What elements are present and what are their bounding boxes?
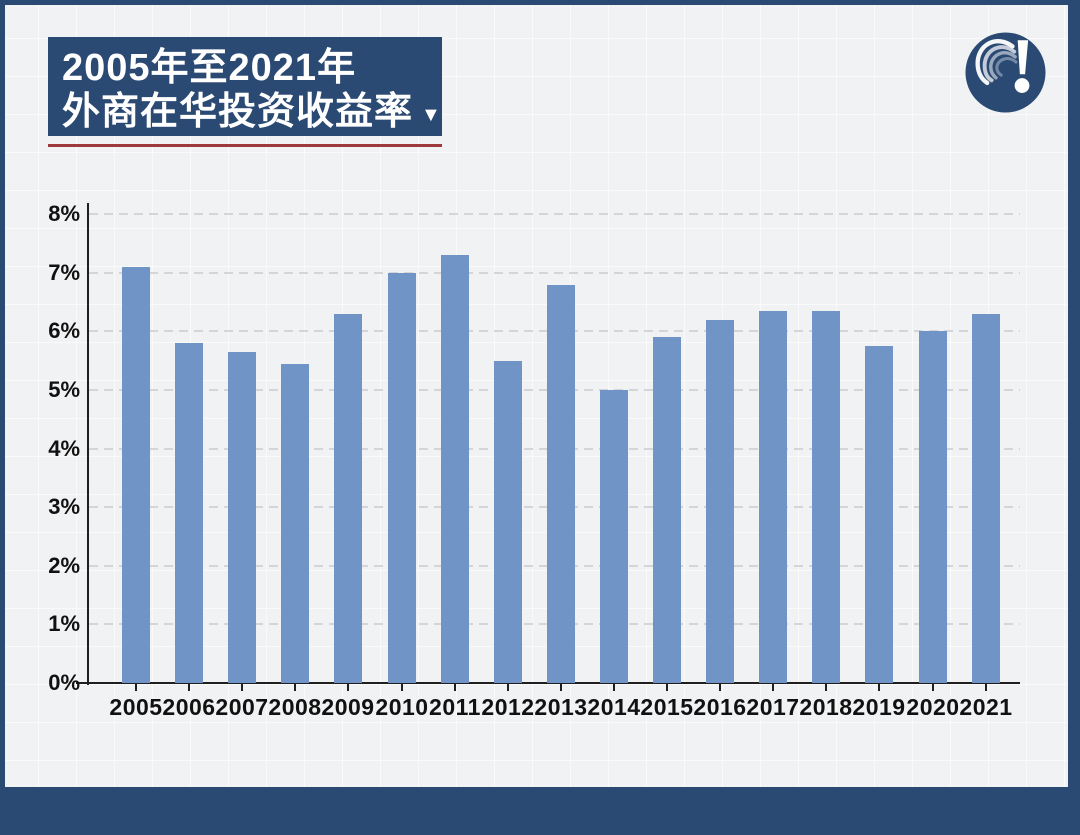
x-tick: [188, 684, 190, 691]
x-tick: [613, 684, 615, 691]
bar-2018: [812, 310, 840, 683]
bar-2007: [228, 351, 256, 683]
y-tick-label: 4%: [48, 435, 80, 461]
x-tick: [507, 684, 509, 691]
bar-2013: [547, 284, 575, 683]
bar-2017: [759, 310, 787, 683]
x-tick-label: 2018: [799, 694, 853, 720]
chart-title-box: 2005年至2021年 外商在华投资收益率 ▼: [48, 37, 442, 136]
bar-2012: [494, 360, 522, 683]
chart-title-line1: 2005年至2021年: [62, 47, 357, 89]
x-tick: [135, 684, 137, 691]
bar-2015: [653, 337, 681, 683]
x-tick-label: 2009: [321, 694, 375, 720]
frame-border-left: [0, 0, 5, 835]
x-tick: [878, 684, 880, 691]
title-underline: [48, 144, 442, 147]
x-tick-label: 2006: [162, 694, 216, 720]
bar-2019: [865, 346, 893, 683]
brand-logo-icon: [965, 32, 1046, 113]
x-tick: [772, 684, 774, 691]
gridline-8%: [89, 213, 1020, 216]
x-tick: [825, 684, 827, 691]
x-tick-label: 2012: [481, 694, 535, 720]
x-tick: [241, 684, 243, 691]
x-tick: [932, 684, 934, 691]
x-tick-label: 2020: [906, 694, 960, 720]
chart-title-line2: 外商在华投资收益率 ▼: [62, 91, 441, 133]
x-tick: [401, 684, 403, 691]
x-tick-label: 2016: [693, 694, 747, 720]
y-tick-label: 2%: [48, 552, 80, 578]
y-tick-label: 7%: [48, 259, 80, 285]
x-tick-label: 2010: [375, 694, 429, 720]
y-tick-label: 3%: [48, 494, 80, 520]
bar-2020: [919, 331, 947, 683]
x-tick: [666, 684, 668, 691]
bar-2006: [175, 343, 203, 683]
x-tick: [985, 684, 987, 691]
frame-border-top: [0, 0, 1080, 5]
gridline-7%: [89, 271, 1020, 274]
brand-logo: [962, 29, 1049, 116]
bar-2014: [600, 390, 628, 683]
y-tick-label: 6%: [48, 318, 80, 344]
y-axis-line: [87, 203, 89, 685]
bar-2008: [281, 363, 309, 683]
x-tick: [719, 684, 721, 691]
frame-border-right: [1068, 0, 1080, 835]
y-tick-label: 5%: [48, 377, 80, 402]
bar-2010: [388, 272, 416, 683]
y-tick-label: 1%: [48, 611, 80, 637]
bar-2021: [972, 313, 1000, 683]
y-tick-label: 8%: [48, 201, 80, 227]
x-tick: [347, 684, 349, 691]
x-tick-label: 2013: [534, 694, 588, 720]
x-axis-line: [76, 682, 1020, 684]
x-tick-label: 2017: [746, 694, 800, 720]
bar-2011: [441, 255, 469, 683]
bar-2016: [706, 319, 734, 683]
x-tick-label: 2019: [852, 694, 906, 720]
bar-2009: [334, 313, 362, 683]
bar-2005: [122, 266, 150, 683]
frame-border-bottom: [0, 787, 1080, 835]
x-tick-label: 2014: [587, 694, 641, 720]
x-tick-label: 2008: [268, 694, 322, 720]
x-tick-label: 2007: [215, 694, 269, 720]
x-tick-label: 2011: [429, 694, 481, 720]
x-tick: [454, 684, 456, 691]
x-tick-label: 2005: [109, 694, 163, 720]
x-tick-label: 2015: [640, 694, 694, 720]
x-tick-label: 2021: [959, 694, 1013, 720]
y-tick-label: 0%: [48, 670, 80, 695]
x-tick: [294, 684, 296, 691]
chevron-down-icon: ▼: [421, 104, 441, 126]
x-tick: [560, 684, 562, 691]
